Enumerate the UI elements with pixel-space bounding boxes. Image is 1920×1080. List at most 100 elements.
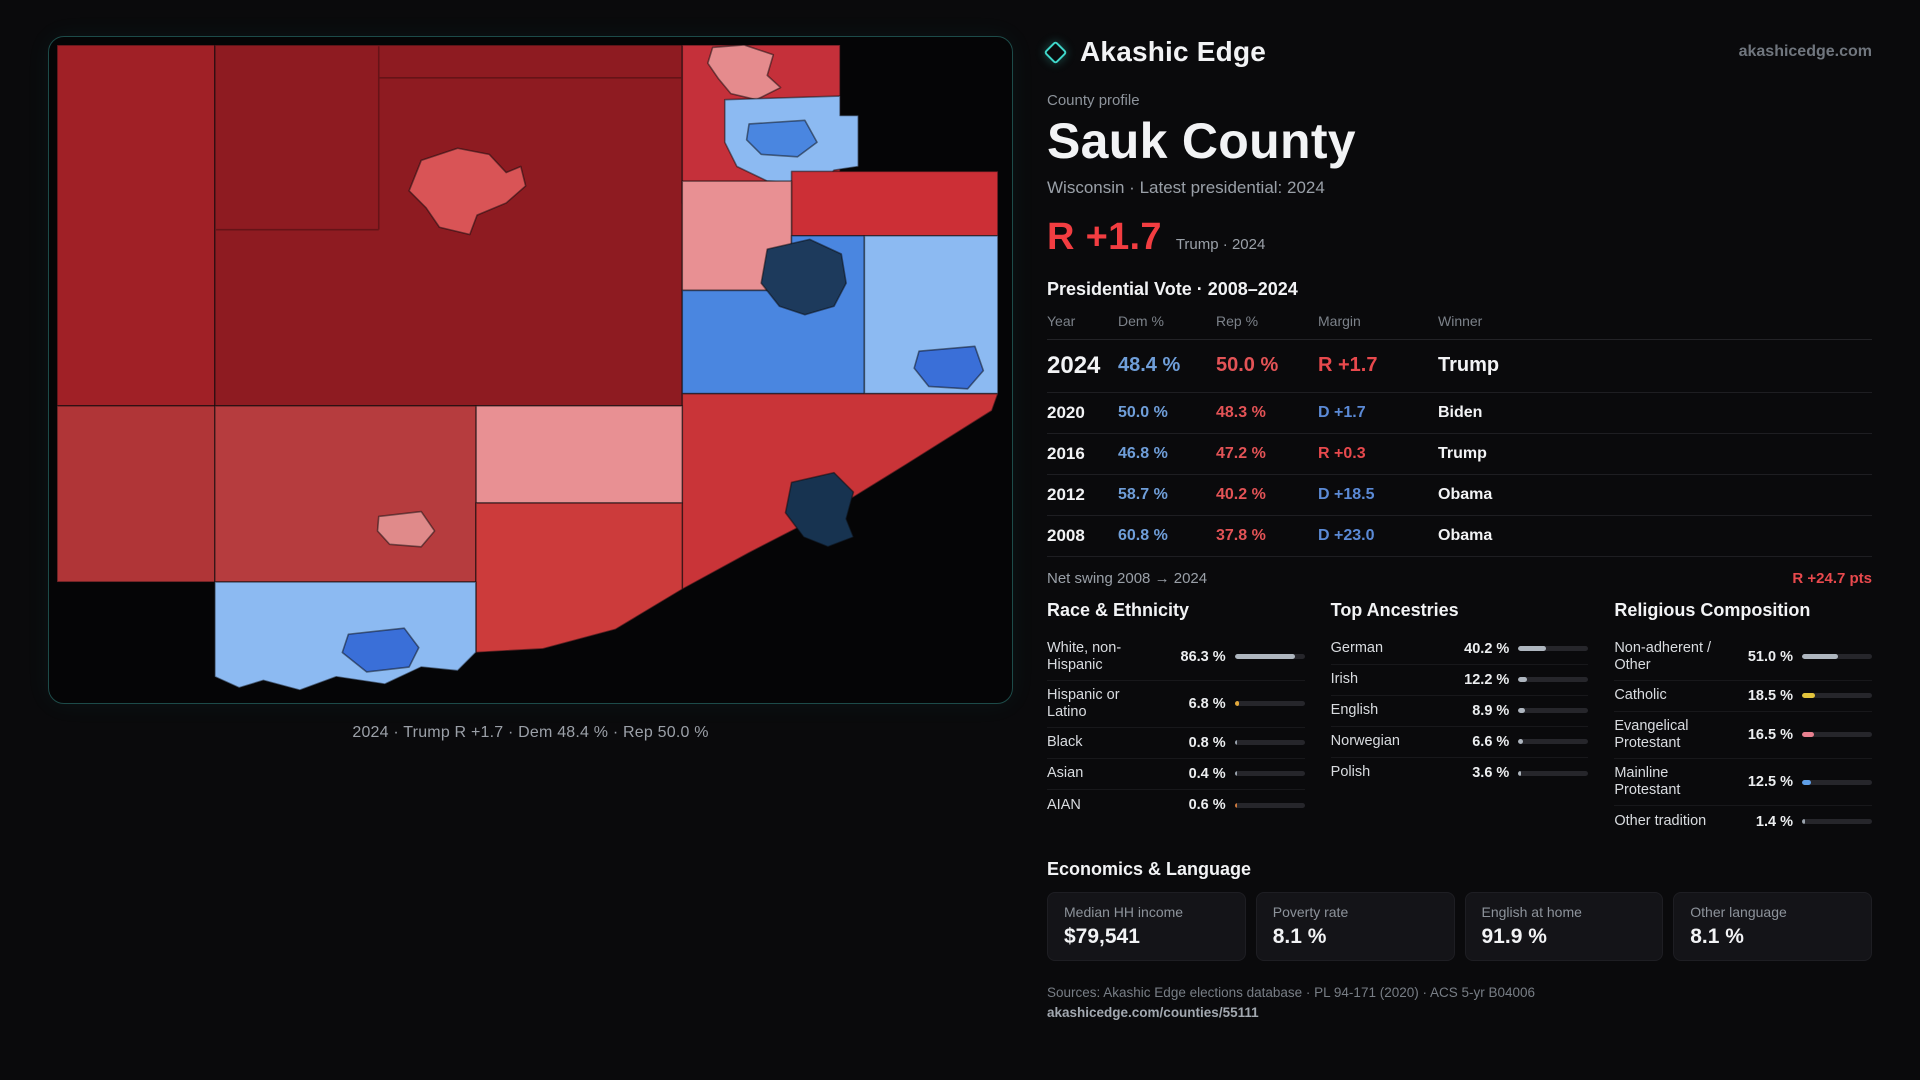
economics-title: Economics & Language [1047, 859, 1252, 880]
map-precinct [57, 405, 216, 583]
rep-cell: 48.3 % [1216, 403, 1266, 421]
demo-bar [1518, 677, 1589, 682]
demo-label: Asian [1047, 765, 1084, 782]
demo-bar [1234, 701, 1305, 707]
map-precinct [760, 238, 847, 316]
demo-bar [1518, 770, 1589, 776]
col-header-year: Year [1047, 312, 1076, 329]
margin-cell: R +0.3 [1318, 444, 1366, 462]
col-header-rep: Rep % [1216, 312, 1259, 329]
winner-cell: Obama [1438, 526, 1493, 544]
demo-value: 12.2 % [1464, 671, 1510, 688]
stat-value: 91.9 % [1481, 925, 1547, 949]
demo-value: 12.5 % [1747, 774, 1793, 791]
brand-header: Akashic Edge akashicedge.com [1043, 36, 1872, 68]
brand: Akashic Edge [1043, 36, 1267, 68]
rep-cell: 50.0 % [1216, 354, 1279, 376]
year-cell: 2012 [1047, 484, 1085, 504]
stat-other-language: Other language 8.1 % [1673, 892, 1872, 962]
headline-margin-row: R +1.7 Trump · 2024 [1047, 216, 1872, 259]
stat-value: 8.1 % [1272, 925, 1327, 949]
winner-cell: Trump [1438, 444, 1487, 462]
demo-label: Black [1047, 734, 1083, 751]
margin-cell: D +23.0 [1318, 526, 1375, 544]
demo-bar [1234, 740, 1305, 746]
col-header-dem: Dem % [1118, 312, 1164, 329]
demo-value: 40.2 % [1464, 640, 1510, 657]
demo-label: Hispanic or Latino [1047, 686, 1120, 720]
footer: Sources: Akashic Edge elections database… [1047, 985, 1872, 1022]
margin-cell: D +1.7 [1318, 403, 1366, 421]
dem-cell: 48.4 % [1118, 354, 1181, 376]
map-precinct [214, 405, 477, 583]
map-precinct [376, 510, 436, 548]
map-precinct [913, 345, 985, 390]
section-title: Religious Composition [1614, 599, 1811, 620]
headline-margin-note: Trump · 2024 [1175, 235, 1266, 253]
economics-grid: Median HH income $79,541 Poverty rate 8.… [1047, 892, 1872, 962]
col-header-winner: Winner [1438, 312, 1483, 329]
demo-bar [1801, 654, 1872, 660]
demo-row: Asian 0.4 % [1047, 759, 1305, 790]
year-cell: 2016 [1047, 443, 1085, 463]
demo-row: Polish 3.6 % [1331, 758, 1589, 789]
map-precinct [745, 119, 818, 158]
precinct-map [57, 45, 999, 691]
year-cell: 2008 [1047, 525, 1085, 545]
religion-section: Religious Composition Non-adherent / Oth… [1614, 600, 1872, 838]
demo-row: AIAN 0.6 % [1047, 790, 1305, 821]
map-precinct [214, 581, 477, 691]
demo-label: AIAN [1047, 796, 1081, 813]
dem-cell: 46.8 % [1118, 444, 1168, 462]
margin-cell: R +1.7 [1318, 354, 1378, 376]
demo-value: 51.0 % [1747, 648, 1793, 665]
vote-table: Year Dem % Rep % Margin Winner 2024 48.4… [1047, 313, 1872, 557]
demo-value: 3.6 % [1472, 765, 1510, 781]
demo-bar [1518, 646, 1589, 651]
demo-label: German [1330, 639, 1384, 656]
demo-row: Mainline Protestant 12.5 % [1614, 759, 1872, 807]
map-precinct [790, 170, 999, 237]
net-swing-label: Net swing 2008 → 2024 [1047, 569, 1208, 587]
map-precinct [57, 45, 216, 407]
brand-domain-link[interactable]: akashicedge.com [1738, 43, 1872, 60]
ancestries-section: Top Ancestries German 40.2 % Irish 12.2 … [1330, 599, 1589, 838]
map-column: 2024 · Trump R +1.7 · Dem 48.4 % · Rep 5… [48, 36, 1013, 1080]
year-cell: 2020 [1047, 402, 1085, 422]
vote-row-2008: 2008 60.8 % 37.8 % D +23.0 Obama [1047, 516, 1872, 557]
demo-row: Irish 12.2 % [1330, 665, 1589, 696]
net-swing-value: R +24.7 pts [1792, 569, 1872, 587]
net-swing-row: Net swing 2008 → 2024 R +24.7 pts [1047, 557, 1872, 596]
map-precinct [784, 471, 855, 548]
demo-label: Non-adherent / Other [1614, 639, 1712, 673]
demo-bar [1801, 732, 1872, 738]
demo-label: Catholic [1614, 687, 1667, 704]
map-precinct [341, 627, 420, 673]
stat-label: Median HH income [1064, 904, 1184, 921]
demo-value: 8.9 % [1472, 702, 1510, 719]
demo-bar [1801, 779, 1872, 785]
stat-label: Other language [1690, 904, 1787, 921]
brand-name: Akashic Edge [1080, 36, 1267, 67]
vote-table-header: Year Dem % Rep % Margin Winner [1047, 313, 1872, 340]
section-title: Top Ancestries [1330, 599, 1459, 620]
demo-row: Other tradition 1.4 % [1614, 806, 1872, 837]
map-precinct [408, 147, 527, 236]
footer-sources: Sources: Akashic Edge elections database… [1047, 985, 1536, 1001]
col-header-margin: Margin [1318, 312, 1361, 329]
demo-bar [1234, 771, 1305, 777]
section-title: Race & Ethnicity [1047, 599, 1190, 620]
demo-label: Polish [1330, 764, 1371, 781]
demo-row: White, non-Hispanic 86.3 % [1047, 634, 1305, 681]
demo-bar [1518, 708, 1589, 713]
stat-label: Poverty rate [1272, 904, 1349, 921]
vote-table-title: Presidential Vote · 2008–2024 [1047, 278, 1298, 299]
county-permalink[interactable]: akashicedge.com/counties/55111 [1047, 1005, 1259, 1021]
demo-bar [1518, 739, 1589, 744]
demo-row: Evangelical Protestant 16.5 % [1614, 712, 1872, 759]
demo-label: Norwegian [1330, 732, 1400, 749]
winner-cell: Trump [1438, 354, 1500, 376]
demo-label: Other tradition [1614, 813, 1707, 830]
map-caption: 2024 · Trump R +1.7 · Dem 48.4 % · Rep 5… [352, 724, 709, 741]
demo-bar [1801, 819, 1872, 825]
